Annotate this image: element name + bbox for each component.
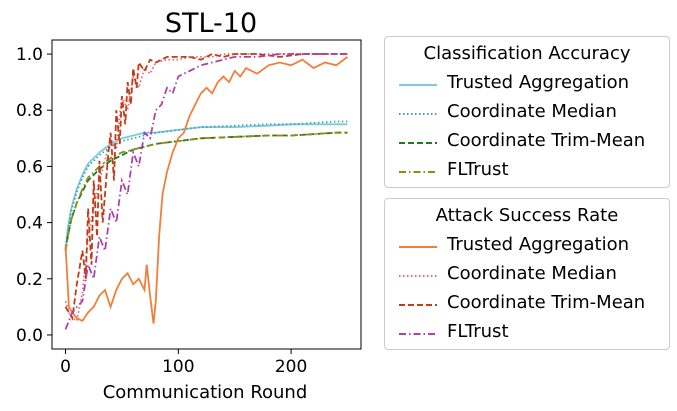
legend-entry: FLTrust <box>385 320 669 348</box>
plot-area: 0.0 0.2 0.4 0.6 0.8 1.0 0 100 200 <box>16 39 362 377</box>
attack-success-rate-coordinate-median-line <box>64 53 348 323</box>
x-tick-label: 200 <box>275 357 307 377</box>
legend-swatch <box>399 333 437 335</box>
legend-swatch <box>399 304 437 306</box>
legend-classification-accuracy: Classification Accuracy Trusted Aggregat… <box>384 36 670 188</box>
legend-entry: Trusted Aggregation <box>385 71 669 99</box>
y-tick-label: 0.6 <box>16 157 43 177</box>
legend-entry: Coordinate Trim-Mean <box>385 291 669 319</box>
legend-swatch <box>399 275 437 277</box>
legend-label: Coordinate Trim-Mean <box>447 130 646 151</box>
legend-label: Trusted Aggregation <box>447 72 629 93</box>
classification-accuracy-coordinate-median-line <box>64 120 348 251</box>
legend-title: Attack Success Rate <box>435 205 619 226</box>
legend-entry: Coordinate Median <box>385 262 669 290</box>
attack-success-rate-coordinate-trim-mean-line <box>64 53 348 321</box>
y-tick-label: 0.4 <box>16 214 43 234</box>
legend-swatch <box>399 142 437 144</box>
y-tick-label: 1.0 <box>16 45 43 65</box>
attack-success-rate-trusted-aggregation-line <box>64 56 349 324</box>
y-tick-label: 0.0 <box>16 326 43 346</box>
y-tick-label: 0.8 <box>16 101 43 121</box>
x-tick-label: 100 <box>162 357 194 377</box>
legend-entry: Coordinate Trim-Mean <box>385 129 669 157</box>
legend-swatch <box>399 246 437 248</box>
legend-label: Trusted Aggregation <box>447 234 629 255</box>
legend-swatch <box>399 84 437 86</box>
legend-label: Coordinate Median <box>447 101 617 122</box>
classification-accuracy-fltrust-line <box>64 131 348 251</box>
chart-title: STL-10 <box>165 8 257 39</box>
legend-entry: Trusted Aggregation <box>385 233 669 261</box>
legend-attack-success-rate: Attack Success Rate Trusted Aggregation C… <box>384 198 670 350</box>
y-tick-label: 0.2 <box>16 270 43 290</box>
legend-entry: Coordinate Median <box>385 100 669 128</box>
legend-swatch <box>399 113 437 115</box>
plot-frame <box>51 39 362 350</box>
x-axis-label: Communication Round <box>103 382 308 403</box>
legend-label: FLTrust <box>447 321 509 342</box>
legend-swatch <box>399 171 437 173</box>
legend-label: FLTrust <box>447 159 509 180</box>
x-tick-label: 0 <box>60 357 71 377</box>
legend-label: Coordinate Median <box>447 263 617 284</box>
attack-success-rate-fltrust-line <box>64 53 348 330</box>
legend-entry: FLTrust <box>385 158 669 186</box>
legend-label: Coordinate Trim-Mean <box>447 292 646 313</box>
legend-title: Classification Accuracy <box>423 43 631 64</box>
